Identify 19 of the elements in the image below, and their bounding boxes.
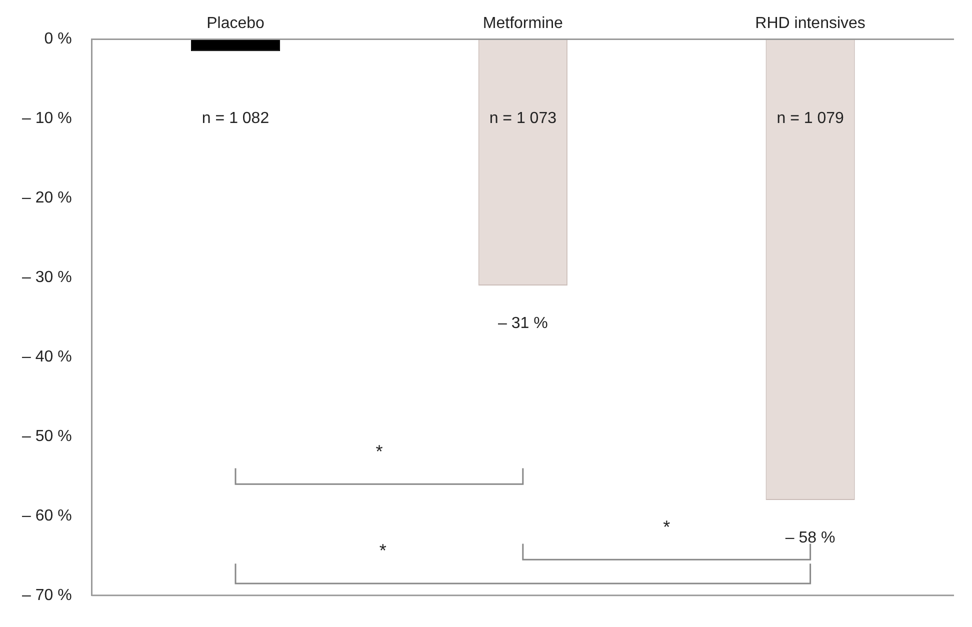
annotation: * <box>379 540 386 561</box>
annotation: * <box>376 441 383 462</box>
annotation: n = 1 079 <box>776 110 844 128</box>
x-tick-label: Placebo <box>206 15 265 32</box>
annotation: * <box>663 516 670 537</box>
data-label: – 58 % <box>785 529 836 546</box>
y-tick-label: 0 % <box>44 30 72 48</box>
x-tick-label: RHD intensives <box>755 15 866 32</box>
y-tick-label: – 50 % <box>22 428 72 445</box>
y-tick-label: – 60 % <box>22 507 72 524</box>
y-tick-label: – 70 % <box>22 586 72 604</box>
annotation: n = 1 073 <box>489 110 557 128</box>
y-tick-label: – 10 % <box>22 110 72 128</box>
y-tick-label: – 40 % <box>22 348 72 366</box>
y-tick-label: – 30 % <box>22 268 72 286</box>
data-label: – 31 % <box>498 314 548 332</box>
x-tick-label: Metformine <box>482 15 564 32</box>
annotation: n = 1 082 <box>202 110 270 128</box>
y-tick-label: – 20 % <box>22 190 72 207</box>
